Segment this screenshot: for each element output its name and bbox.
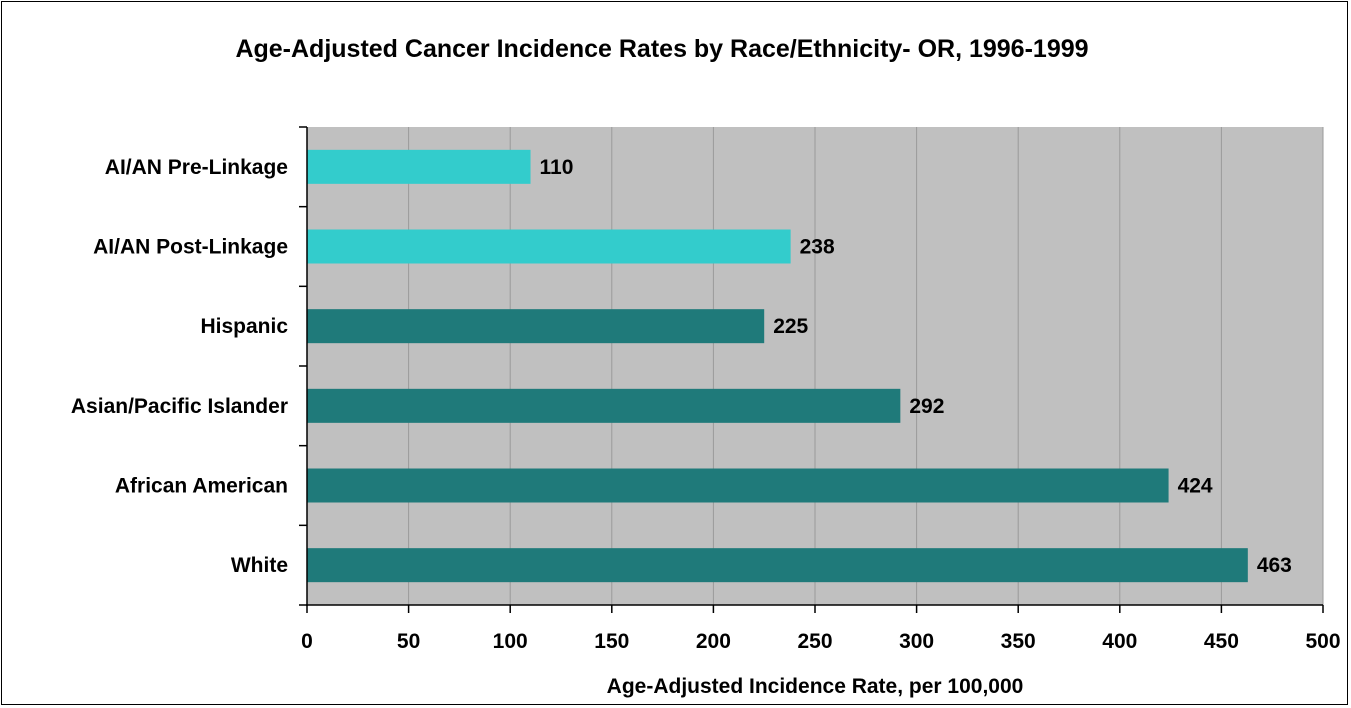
category-labels: AI/AN Pre-Linkage AI/AN Post-Linkage Hispa…	[71, 156, 288, 577]
x-tick-label-350: 350	[1001, 630, 1036, 653]
x-tick-label-100: 100	[493, 630, 528, 653]
bar-1	[307, 229, 791, 264]
value-label-1: 238	[800, 236, 835, 259]
chart-title: Age-Adjusted Cancer Incidence Rates by R…	[235, 35, 1088, 63]
bar-3	[307, 388, 901, 423]
x-tick-label-0: 0	[301, 630, 313, 653]
x-tick-label-50: 50	[397, 630, 420, 653]
axes	[299, 126, 1324, 613]
category-label-1: AI/AN Post-Linkage	[93, 236, 288, 259]
x-tick-labels: 0 50 100 150 200 250 300 350 400 450 500	[301, 630, 1340, 653]
bar-2	[307, 309, 765, 344]
value-label-3: 292	[909, 395, 944, 418]
category-label-0: AI/AN Pre-Linkage	[105, 156, 288, 179]
category-label-5: White	[231, 554, 288, 577]
x-tick-label-450: 450	[1204, 630, 1239, 653]
category-label-3: Asian/Pacific Islander	[71, 395, 288, 418]
value-labels: 110 238 225 292 424 463	[540, 156, 1292, 577]
bars	[307, 149, 1248, 583]
bar-4	[307, 468, 1169, 503]
category-label-2: Hispanic	[200, 315, 288, 338]
value-label-2: 225	[773, 315, 808, 338]
x-tick-label-250: 250	[797, 630, 832, 653]
value-label-4: 424	[1178, 475, 1213, 498]
x-axis-label: Age-Adjusted Incidence Rate, per 100,000	[607, 675, 1024, 698]
x-tick-label-300: 300	[899, 630, 934, 653]
bar-0	[307, 149, 531, 184]
x-tick-label-200: 200	[696, 630, 731, 653]
category-label-4: African American	[115, 475, 288, 498]
value-label-0: 110	[540, 156, 574, 179]
bar-5	[307, 548, 1248, 583]
x-tick-label-500: 500	[1305, 630, 1340, 653]
x-tick-label-400: 400	[1102, 630, 1137, 653]
value-label-5: 463	[1257, 554, 1292, 577]
gridlines	[408, 127, 1324, 605]
x-tick-label-150: 150	[594, 630, 629, 653]
